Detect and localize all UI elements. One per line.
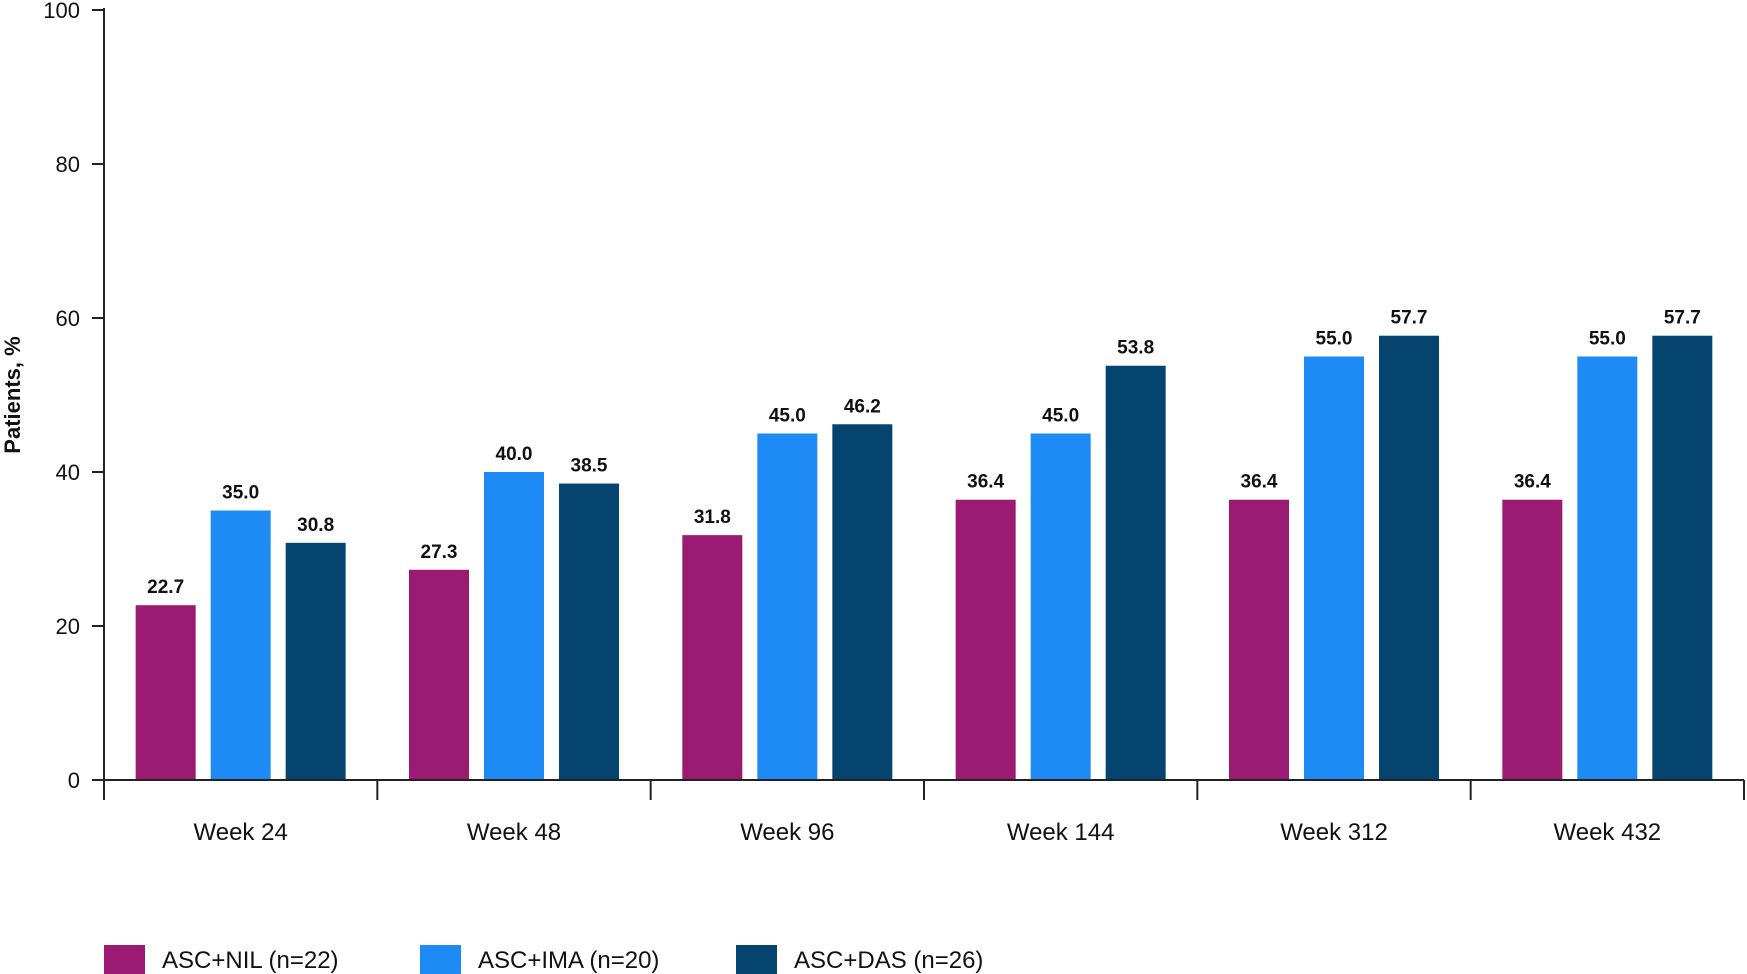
bar: [757, 433, 818, 780]
legend-label: ASC+IMA (n=20): [478, 947, 659, 974]
legend: ASC+NIL (n=22) ASC+IMA (n=20) ASC+DAS (n=2…: [104, 945, 983, 974]
data-label: 53.8: [1117, 338, 1154, 359]
data-label: 31.8: [694, 507, 731, 528]
bar: [1229, 499, 1289, 780]
data-label: 46.2: [844, 396, 881, 417]
bar: [1577, 356, 1638, 780]
data-label: 36.4: [967, 472, 1004, 493]
data-label: 30.8: [297, 515, 334, 536]
x-axis-ticks: Week 24 Week 48 Week 96 Week 144 Week 312 Wee…: [103, 780, 1745, 846]
data-label: 45.0: [1042, 406, 1079, 427]
data-labels: 22.7 35.0 30.8 27.3 40.0 38.5 31.8 45.0 46.2 36.4…: [147, 308, 1701, 599]
data-label: 55.0: [1589, 329, 1626, 350]
data-label: 22.7: [147, 577, 184, 598]
data-label: 36.4: [1241, 472, 1278, 493]
y-tick-label: 80: [56, 152, 80, 177]
legend-swatch: [736, 945, 777, 974]
bar: [285, 542, 346, 780]
x-tick-label: Week 144: [1007, 819, 1115, 846]
legend-label: ASC+NIL (n=22): [162, 947, 339, 974]
y-tick-label: 60: [56, 306, 80, 331]
data-label: 27.3: [421, 542, 458, 563]
bar: [832, 424, 893, 780]
legend-swatch: [104, 945, 145, 974]
bar: [1502, 499, 1563, 780]
bars: [135, 335, 1713, 780]
legend-swatch: [420, 945, 461, 974]
y-tick-label: 100: [43, 0, 80, 23]
data-label: 38.5: [571, 456, 608, 477]
bar: [1379, 335, 1439, 780]
data-label: 36.4: [1514, 472, 1551, 493]
y-tick-label: 0: [68, 768, 80, 793]
bar: [1030, 433, 1091, 780]
bar: [1304, 356, 1364, 780]
data-label: 40.0: [496, 444, 533, 465]
bar: [135, 605, 196, 780]
legend-label: ASC+DAS (n=26): [794, 947, 983, 974]
bar: [1652, 335, 1713, 780]
y-axis-title: Patients, %: [0, 336, 25, 453]
y-tick-label: 40: [56, 460, 80, 485]
bar: [1105, 365, 1166, 780]
bar: [484, 472, 544, 780]
x-tick-label: Week 96: [740, 819, 834, 846]
data-label: 57.7: [1664, 308, 1701, 329]
bar: [409, 569, 469, 780]
data-label: 45.0: [769, 406, 806, 427]
bar: [210, 510, 271, 780]
x-tick-label: Week 432: [1554, 819, 1662, 846]
y-tick-label: 20: [56, 614, 80, 639]
y-axis-ticks: 0 20 40 60 80 100: [43, 0, 104, 793]
bar: [682, 535, 743, 780]
x-tick-label: Week 48: [467, 819, 561, 846]
x-tick-label: Week 312: [1280, 819, 1388, 846]
bar: [559, 483, 619, 780]
bar: [955, 499, 1016, 780]
x-tick-label: Week 24: [194, 819, 288, 846]
data-label: 35.0: [222, 483, 259, 504]
data-label: 57.7: [1391, 308, 1428, 329]
data-label: 55.0: [1316, 329, 1353, 350]
